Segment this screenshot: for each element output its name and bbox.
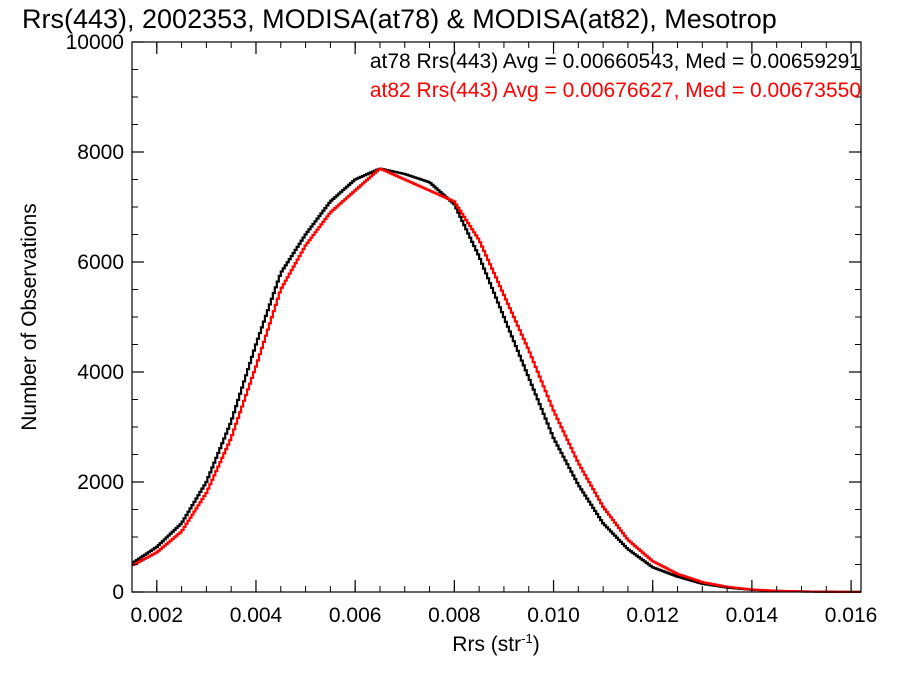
legend-entry-at78: at78 Rrs(443) Avg = 0.00660543, Med = 0.… [370,50,861,73]
chart-title: Rrs(443), 2002353, MODISA(at78) & MODISA… [22,4,777,34]
series-layer [132,167,861,593]
x-tick-label: 0.006 [329,604,382,627]
x-tick-label: 0.012 [626,604,679,627]
x-tick-label: 0.004 [230,604,283,627]
x-tick-label: 0.010 [527,604,580,627]
legend-entry-at82: at82 Rrs(443) Avg = 0.00676627, Med = 0.… [370,79,861,102]
x-axis-label: Rrs (str-1) [452,631,539,656]
x-axis: 0.002 0.004 0.006 0.008 0.010 0.012 0.014 0.016 [131,42,878,627]
series-line-at78 [132,167,861,593]
y-tick-label: 4000 [77,361,124,384]
x-tick-label: 0.002 [131,604,184,627]
x-tick-label: 0.016 [825,604,878,627]
y-axis-label: Number of Observations [18,203,41,431]
series-line-at82 [132,167,861,593]
x-tick-label: 0.008 [428,604,481,627]
y-tick-label: 6000 [77,251,124,274]
y-tick-label: 0 [112,581,124,604]
y-axis: 0 2000 4000 6000 8000 10000 [66,31,861,604]
y-tick-label: 10000 [66,31,124,54]
plot-frame [131,41,862,593]
y-tick-label: 2000 [77,471,124,494]
x-tick-label: 0.014 [726,604,779,627]
y-tick-label: 8000 [77,141,124,164]
